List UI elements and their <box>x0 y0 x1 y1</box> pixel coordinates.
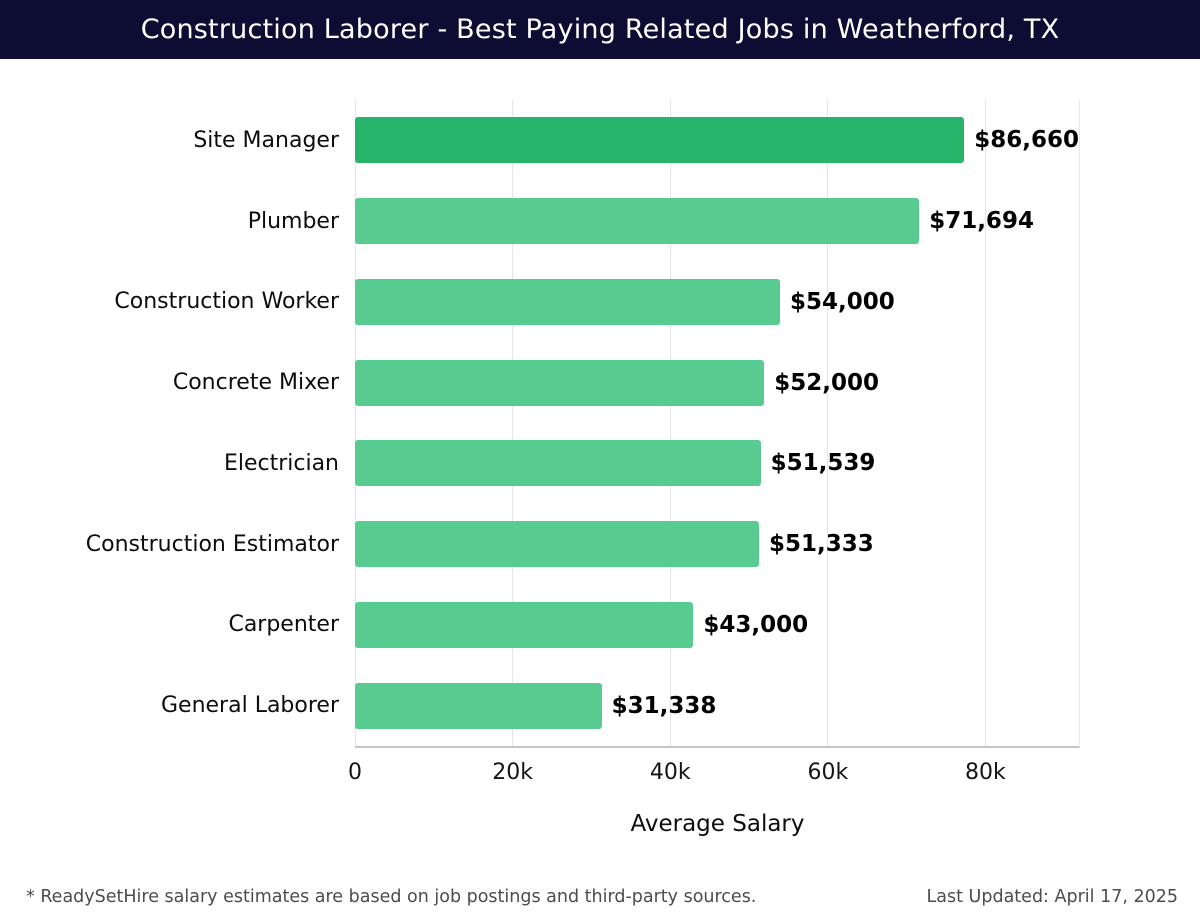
bar-row: Plumber $71,694 <box>248 181 1079 262</box>
bar <box>355 278 780 325</box>
x-axis-ticks: 0 20k 40k 60k 80k <box>348 760 1080 790</box>
bar-row: Electrician $51,539 <box>224 423 1079 504</box>
category-label: Site Manager <box>193 127 339 153</box>
bar-chart: Site Manager $86,660 Plumber $71,694 Constru… <box>0 59 1200 920</box>
category-label: Plumber <box>247 208 339 234</box>
x-tick-label: 40k <box>649 760 691 785</box>
value-label: $71,694 <box>929 208 1034 235</box>
category-label: Concrete Mixer <box>172 370 339 396</box>
bar <box>355 682 602 729</box>
bar <box>355 359 765 406</box>
category-label: General Laborer <box>161 693 339 719</box>
gridline <box>512 100 514 746</box>
gridline <box>984 100 986 746</box>
value-label: $43,000 <box>703 611 809 638</box>
bar <box>355 601 694 648</box>
footer: * ReadySetHire salary estimates are base… <box>26 887 1178 907</box>
bar-row: General Laborer $31,338 <box>161 665 1079 746</box>
value-label: $52,000 <box>774 369 879 396</box>
bar <box>355 440 761 487</box>
bar-row: Concrete Mixer $52,000 <box>173 342 1079 423</box>
x-tick-label: 20k <box>492 760 533 785</box>
value-label: $51,539 <box>770 450 876 477</box>
value-label: $51,333 <box>768 531 874 558</box>
bar-row: Carpenter $43,000 <box>228 585 1079 666</box>
gridline <box>669 100 671 746</box>
bar <box>355 521 759 568</box>
category-label: Construction Estimator <box>85 531 339 557</box>
gridline <box>355 100 356 746</box>
category-label: Carpenter <box>228 612 339 638</box>
bar <box>355 198 920 245</box>
title-bar: Construction Laborer - Best Paying Relat… <box>0 0 1200 59</box>
bar-row: Construction Estimator $51,333 <box>86 504 1079 585</box>
plot-area: Site Manager $86,660 Plumber $71,694 Constru… <box>86 100 1080 748</box>
value-label: $86,660 <box>974 127 1079 154</box>
x-tick-label: 0 <box>348 760 362 785</box>
x-axis-label: Average Salary <box>630 811 805 837</box>
source-note: * ReadySetHire salary estimates are base… <box>26 887 757 907</box>
bar-row: Site Manager $86,660 <box>193 100 1079 181</box>
x-tick-label: 60k <box>807 760 849 785</box>
bar <box>355 117 965 164</box>
x-tick-label: 80k <box>965 760 1006 785</box>
last-updated: Last Updated: April 17, 2025 <box>926 887 1178 907</box>
category-label: Construction Worker <box>114 289 339 315</box>
value-label: $31,338 <box>611 692 717 719</box>
value-label: $54,000 <box>789 288 895 315</box>
chart-title: Construction Laborer - Best Paying Relat… <box>140 14 1060 45</box>
category-label: Electrician <box>223 450 339 476</box>
bar-row: Construction Worker $54,000 <box>114 262 1079 343</box>
gridline <box>827 100 829 746</box>
